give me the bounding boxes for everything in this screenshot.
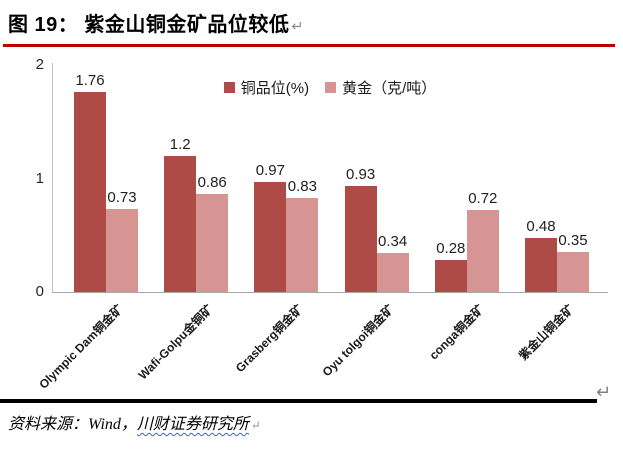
bar-value-label: 0.83 [287,178,317,195]
figure-title-text: 图 19： 紫金山铜金矿品位较低 [8,14,290,36]
source-vendor: Wind， [88,416,137,433]
bar-value-label: 0.35 [558,232,588,249]
chart-legend: 铜品位(%) 黄金（克/吨） [52,77,608,98]
bar [557,252,589,292]
source-institute: 川财证券研究所 [136,416,249,433]
bar [164,156,197,292]
bar-value-label: 0.28 [436,240,466,257]
bar-chart: 铜品位(%) 黄金（克/吨） ↵ 0 1 2 1.76 0.73 Olympic Dam铜金… [0,50,623,402]
legend-label: 铜品位(%) [240,80,310,97]
bar [74,92,106,292]
y-axis-line [52,63,53,292]
legend-label: 黄金（克/吨） [342,80,437,97]
bar-value-label: 0.73 [107,189,137,206]
y-axis-tick-label: 2 [35,56,44,73]
title-rule [3,44,615,47]
bar [286,198,319,292]
bar-value-label: 1.76 [75,72,105,89]
bar [376,253,409,292]
bar-value-label: 0.97 [255,162,285,179]
bar-value-label: 0.48 [526,218,556,235]
source-note: 资料来源：Wind，川财证券研究所 ↵ [8,410,261,434]
bar [106,209,138,292]
bar [344,186,377,292]
paragraph-mark: ↵ [291,19,304,35]
bar [466,210,499,292]
bottom-rule [0,399,597,403]
bar-value-label: 1.2 [169,136,191,153]
y-axis-tick-label: 0 [35,283,44,300]
bar-value-label: 0.72 [468,190,498,207]
x-axis-line [52,292,608,293]
legend-item: 铜品位(%) [223,77,310,98]
bar [254,182,287,292]
bar-value-label: 0.86 [197,174,227,191]
y-axis-tick-label: 1 [35,169,44,187]
legend-swatch [223,82,235,93]
paragraph-mark: ↵ [250,420,261,432]
legend-item: 黄金（克/吨） [325,77,436,98]
bar [196,194,229,292]
legend-swatch [325,82,337,93]
bar-value-label: 0.34 [377,233,408,250]
bar [434,260,467,292]
figure-title: 图 19： 紫金山铜金矿品位较低 ↵ [8,8,304,37]
bar-value-label: 0.93 [345,166,376,183]
source-label: 资料来源： [8,416,89,433]
paragraph-mark: ↵ [596,382,612,402]
bar [525,238,557,292]
